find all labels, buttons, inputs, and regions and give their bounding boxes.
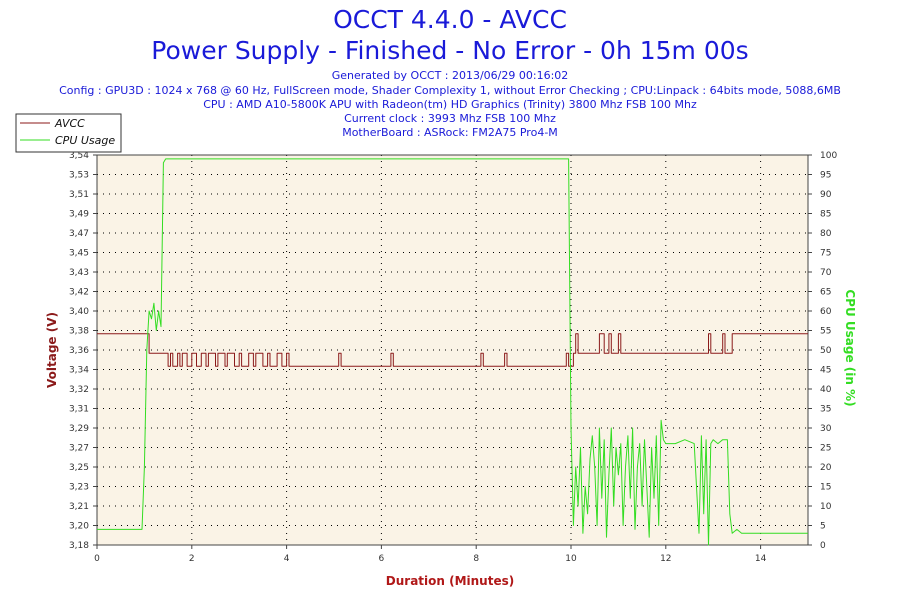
info-cpu: CPU : AMD A10-5800K APU with Radeon(tm) … bbox=[203, 98, 697, 111]
y2-tick-label: 60 bbox=[820, 307, 832, 317]
y-tick-label: 3,45 bbox=[69, 249, 89, 259]
y-tick-label: 3,18 bbox=[69, 541, 89, 551]
y2-tick-label: 50 bbox=[820, 346, 832, 356]
y-tick-label: 3,31 bbox=[69, 405, 89, 415]
y-tick-label: 3,38 bbox=[69, 327, 89, 337]
y2-axis-label: CPU Usage (in %) bbox=[843, 289, 857, 406]
y-tick-label: 3,21 bbox=[69, 502, 89, 512]
y2-tick-label: 35 bbox=[820, 405, 831, 415]
y-tick-label: 3,47 bbox=[69, 229, 89, 239]
x-tick-label: 8 bbox=[473, 554, 479, 564]
chart-title: OCCT 4.4.0 - AVCC bbox=[333, 5, 567, 34]
y-tick-label: 3,27 bbox=[69, 444, 89, 454]
y-tick-label: 3,49 bbox=[69, 210, 89, 220]
legend-box bbox=[15, 113, 122, 153]
y-tick-label: 3,25 bbox=[69, 463, 89, 473]
series-line-1 bbox=[97, 158, 808, 546]
y2-tick-label: 20 bbox=[820, 463, 832, 473]
y-tick-label: 3,40 bbox=[69, 307, 89, 317]
y-tick-label: 3,34 bbox=[69, 366, 89, 376]
y-tick-label: 3,54 bbox=[69, 151, 89, 161]
info-motherboard: MotherBoard : ASRock: FM2A75 Pro4-M bbox=[342, 126, 558, 139]
x-axis-label: Duration (Minutes) bbox=[386, 574, 514, 588]
chart-subtitle: Power Supply - Finished - No Error - 0h … bbox=[151, 36, 749, 65]
y-tick-label: 3,51 bbox=[69, 190, 89, 200]
y2-tick-label: 65 bbox=[820, 288, 831, 298]
y2-tick-label: 75 bbox=[820, 249, 831, 259]
y2-tick-label: 10 bbox=[820, 502, 832, 512]
x-tick-label: 12 bbox=[660, 554, 671, 564]
y2-tick-label: 55 bbox=[820, 327, 831, 337]
info-current-clock: Current clock : 3993 Mhz FSB 100 Mhz bbox=[344, 112, 556, 125]
y-tick-label: 3,36 bbox=[69, 346, 89, 356]
series-line-0 bbox=[97, 333, 808, 367]
y2-tick-label: 100 bbox=[820, 151, 837, 161]
y2-tick-label: 85 bbox=[820, 210, 831, 220]
y-tick-label: 3,32 bbox=[69, 385, 89, 395]
y2-tick-label: 80 bbox=[820, 229, 832, 239]
plot-area bbox=[97, 155, 808, 545]
y-axis-label: Voltage (V) bbox=[45, 312, 59, 388]
info-generated: Generated by OCCT : 2013/06/29 00:16:02 bbox=[331, 69, 569, 82]
legend-label-1: CPU Usage bbox=[55, 134, 115, 147]
y2-tick-label: 70 bbox=[820, 268, 832, 278]
y2-tick-label: 5 bbox=[820, 522, 826, 532]
y-tick-label: 3,42 bbox=[69, 288, 89, 298]
y2-tick-label: 45 bbox=[820, 366, 831, 376]
y-tick-label: 3,20 bbox=[69, 522, 89, 532]
y2-tick-label: 40 bbox=[820, 385, 832, 395]
y-tick-label: 3,23 bbox=[69, 483, 89, 493]
y2-tick-label: 25 bbox=[820, 444, 831, 454]
y2-tick-label: 0 bbox=[820, 541, 826, 551]
legend-label-0: AVCC bbox=[54, 117, 85, 130]
y-tick-label: 3,29 bbox=[69, 424, 89, 434]
x-tick-label: 4 bbox=[284, 554, 290, 564]
y2-tick-label: 90 bbox=[820, 190, 832, 200]
x-tick-label: 14 bbox=[755, 554, 767, 564]
y-tick-label: 3,53 bbox=[69, 171, 89, 181]
x-tick-label: 2 bbox=[189, 554, 195, 564]
y2-tick-label: 30 bbox=[820, 424, 832, 434]
y-tick-label: 3,43 bbox=[69, 268, 89, 278]
y2-tick-label: 95 bbox=[820, 171, 831, 181]
y2-tick-label: 15 bbox=[820, 483, 831, 493]
x-tick-label: 10 bbox=[565, 554, 577, 564]
x-tick-label: 0 bbox=[94, 554, 100, 564]
info-config: Config : GPU3D : 1024 x 768 @ 60 Hz, Ful… bbox=[59, 84, 841, 97]
x-tick-label: 6 bbox=[379, 554, 385, 564]
